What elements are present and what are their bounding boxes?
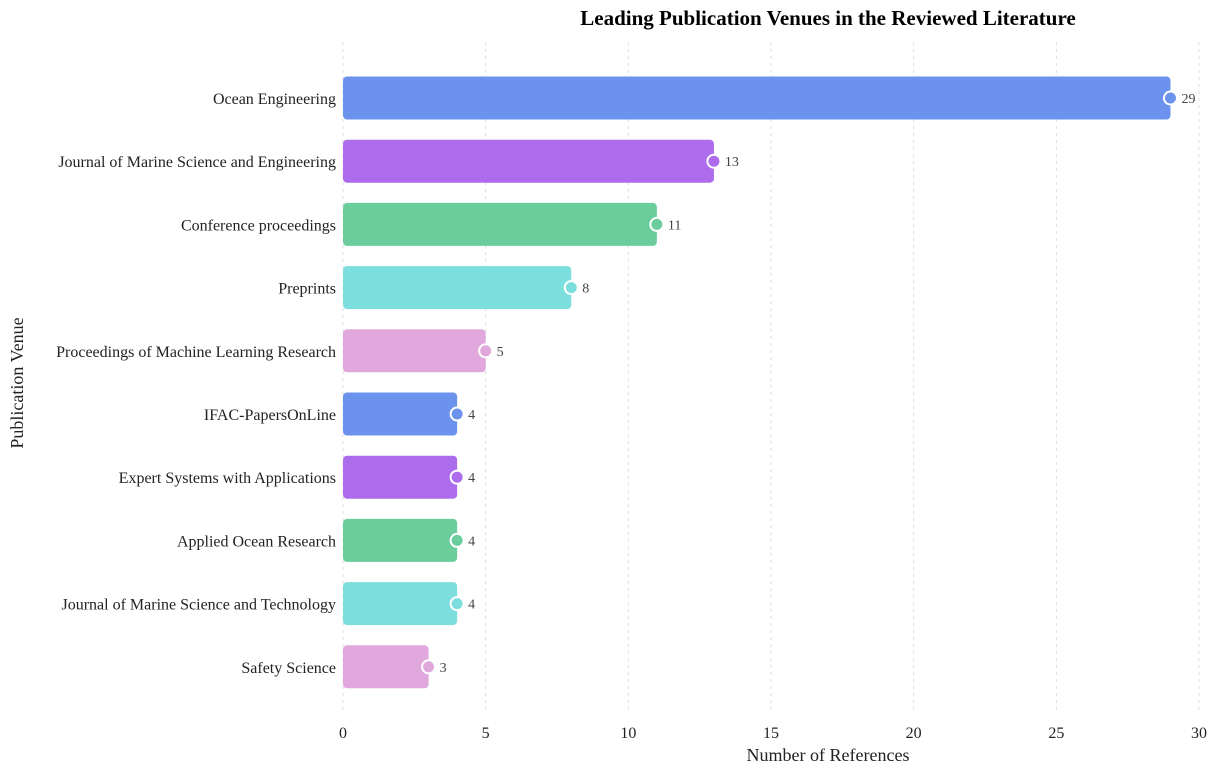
data-label: 4: [468, 534, 475, 549]
data-label: 13: [725, 155, 739, 170]
data-label: 4: [468, 598, 475, 613]
bar-end-point: [1162, 90, 1178, 106]
data-label: 3: [440, 661, 447, 676]
x-tick-label: 30: [1191, 725, 1207, 742]
bar-end-point: [449, 406, 465, 422]
category-label: Ocean Engineering: [213, 91, 336, 108]
data-label: 4: [468, 471, 475, 486]
bar-end-point: [478, 343, 494, 359]
bar: [343, 76, 1171, 120]
bar-end-point: [449, 532, 465, 548]
bar: [343, 645, 429, 689]
bar: [343, 202, 657, 246]
data-label: 4: [468, 408, 475, 423]
x-tick-label: 15: [763, 725, 779, 742]
x-tick-label: 10: [620, 725, 636, 742]
bar: [343, 518, 458, 562]
data-label: 29: [1181, 92, 1195, 107]
category-label: Applied Ocean Research: [177, 533, 336, 550]
bar-end-point: [706, 153, 722, 169]
x-tick-label: 0: [339, 725, 347, 742]
category-label: Proceedings of Machine Learning Research: [56, 344, 336, 361]
data-label: 8: [582, 282, 589, 297]
bar: [343, 329, 486, 373]
category-label: Safety Science: [241, 660, 336, 677]
y-axis-label: Publication Venue: [7, 317, 27, 448]
category-label: IFAC-PapersOnLine: [204, 407, 336, 424]
x-tick-label: 5: [482, 725, 490, 742]
x-axis-label: Number of References: [747, 745, 910, 765]
category-label: Journal of Marine Science and Engineerin…: [58, 154, 336, 171]
category-label: Preprints: [278, 281, 336, 298]
chart-title: Leading Publication Venues in the Review…: [580, 6, 1075, 30]
bar-end-point: [563, 280, 579, 296]
bar-end-point: [421, 659, 437, 675]
category-label: Journal of Marine Science and Technology: [62, 597, 337, 614]
x-tick-label: 20: [906, 725, 922, 742]
category-label: Conference proceedings: [181, 217, 336, 234]
data-label: 5: [497, 345, 504, 360]
bar: [343, 392, 458, 436]
bar: [343, 455, 458, 499]
bar: [343, 582, 458, 626]
bar-end-point: [449, 596, 465, 612]
x-axis-ticks: 0 5 10 15 20 25 30: [339, 725, 1207, 742]
bar-end-point: [449, 469, 465, 485]
bars: 29 13 11 8 5 4 4 4 4 3: [343, 76, 1195, 689]
x-tick-label: 25: [1048, 725, 1064, 742]
category-label: Expert Systems with Applications: [119, 470, 336, 487]
y-axis-categories: Ocean Engineering Journal of Marine Scien…: [56, 91, 336, 677]
data-label: 11: [668, 218, 681, 233]
bar: [343, 266, 572, 310]
bar-end-point: [649, 216, 665, 232]
bar: [343, 139, 714, 183]
